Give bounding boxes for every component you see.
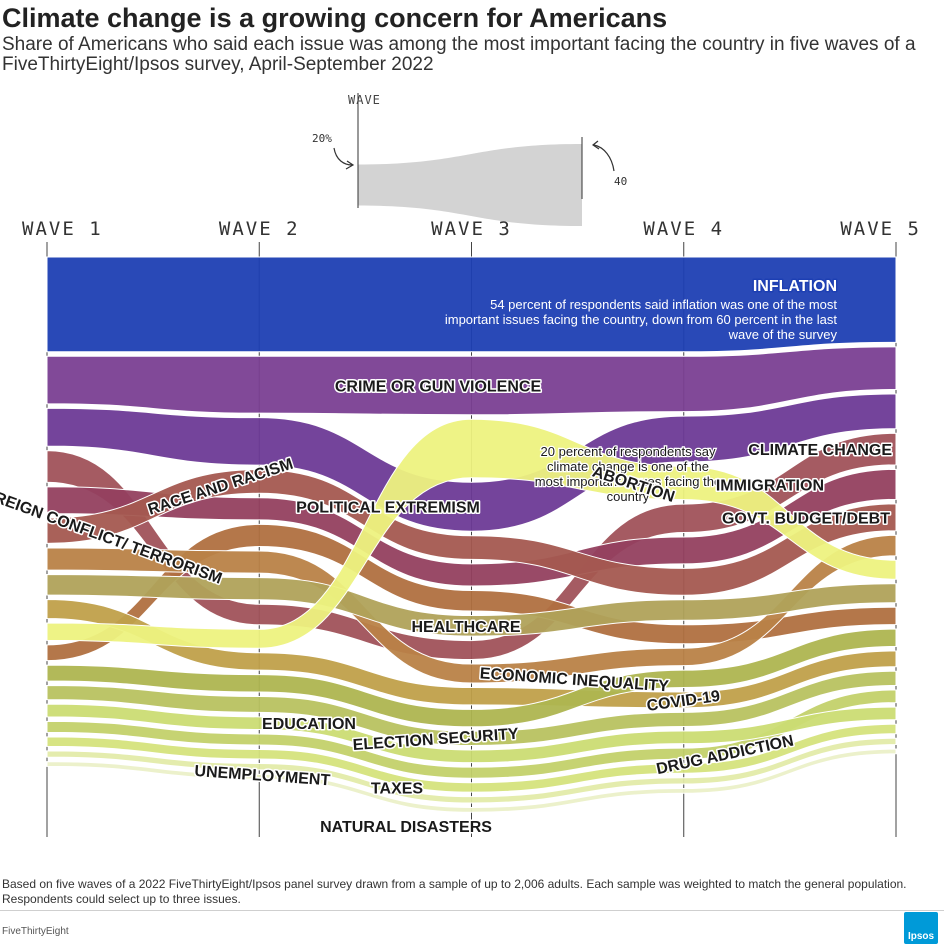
ipsos-logo-text: Ipsos xyxy=(907,931,935,942)
note-line: country xyxy=(607,489,650,504)
bump-chart: WAVE 20% 40 WAVE 1 WAVE 2 WAVE 3 WAVE 4 WAVE 5… xyxy=(0,93,921,837)
label-education: EDUCATION xyxy=(262,716,356,733)
note-line: wave of the survey xyxy=(728,327,838,342)
key-high-label: 40 xyxy=(614,175,627,188)
key-high-arrowhead xyxy=(591,140,600,150)
wave-label-1: WAVE 1 xyxy=(22,218,103,240)
label-inflation: INFLATION xyxy=(753,278,837,295)
band-political-extremism xyxy=(46,393,897,532)
label-taxes: TAXES xyxy=(371,780,423,797)
label-healthcare: HEALTHCARE xyxy=(411,619,520,636)
note-line: 20 percent of respondents say xyxy=(541,444,716,459)
key-low-label: 20% xyxy=(312,132,332,145)
key-low-arrowhead xyxy=(345,160,355,170)
note-inflation: 54 percent of respondents said inflation… xyxy=(445,297,838,342)
band-natural-disasters xyxy=(46,748,897,813)
band-taxes xyxy=(46,723,897,793)
source-note: Based on five waves of a 2022 FiveThirty… xyxy=(2,877,907,906)
band-abortion xyxy=(46,418,897,649)
credit-label: FiveThirtyEight xyxy=(2,926,69,937)
ipsos-logo: Ipsos xyxy=(904,912,938,944)
legend-key: WAVE 20% 40 xyxy=(312,93,627,226)
key-high-arrow xyxy=(593,144,615,172)
band-covid-19 xyxy=(46,599,897,709)
note-line: 54 percent of respondents said inflation… xyxy=(490,297,837,312)
band-race-and-racism xyxy=(46,523,897,662)
note-line: climate change is one of the xyxy=(547,459,709,474)
wave-label-5: WAVE 5 xyxy=(840,218,921,240)
note-line: important issues facing the country, dow… xyxy=(445,312,838,327)
label-crime-or-gun-violence: CRIME OR GUN VIOLENCE xyxy=(335,379,542,396)
wave-label-4: WAVE 4 xyxy=(643,218,724,240)
band-drug-addiction xyxy=(46,689,897,779)
label-climate-change: CLIMATE CHANGE xyxy=(748,442,892,459)
label-natural-disasters: NATURAL DISASTERS xyxy=(320,819,492,836)
wave-label-3: WAVE 3 xyxy=(431,218,512,240)
series-bands xyxy=(46,256,897,813)
band-immigration xyxy=(46,468,897,587)
band-economic-inequality xyxy=(46,628,897,728)
band-inflation xyxy=(46,256,897,353)
band-govt-budget-debt xyxy=(46,469,897,596)
key-low-arrow xyxy=(333,147,353,166)
label-immigration: IMMIGRATION xyxy=(716,477,824,494)
note-line: most important issues facing the xyxy=(535,474,721,489)
label-govt-budget-debt: GOVT. BUDGET/DEBT xyxy=(722,510,890,527)
wave-label-2: WAVE 2 xyxy=(219,218,300,240)
footer-divider xyxy=(0,910,944,911)
band-education xyxy=(46,703,897,764)
label-political-extremism: POLITICAL EXTREMISM xyxy=(296,500,480,517)
key-wave-label: WAVE xyxy=(348,93,381,107)
band-crime-or-gun-violence xyxy=(46,346,897,416)
band-unemployment xyxy=(46,737,897,804)
note-climate-change: 20 percent of respondents say climate cha… xyxy=(535,444,721,504)
chart-title: Climate change is a growing concern for … xyxy=(2,3,668,33)
band-election-security xyxy=(46,670,897,747)
key-shape xyxy=(358,144,582,226)
chart-subtitle: Share of Americans who said each issue w… xyxy=(2,34,916,75)
